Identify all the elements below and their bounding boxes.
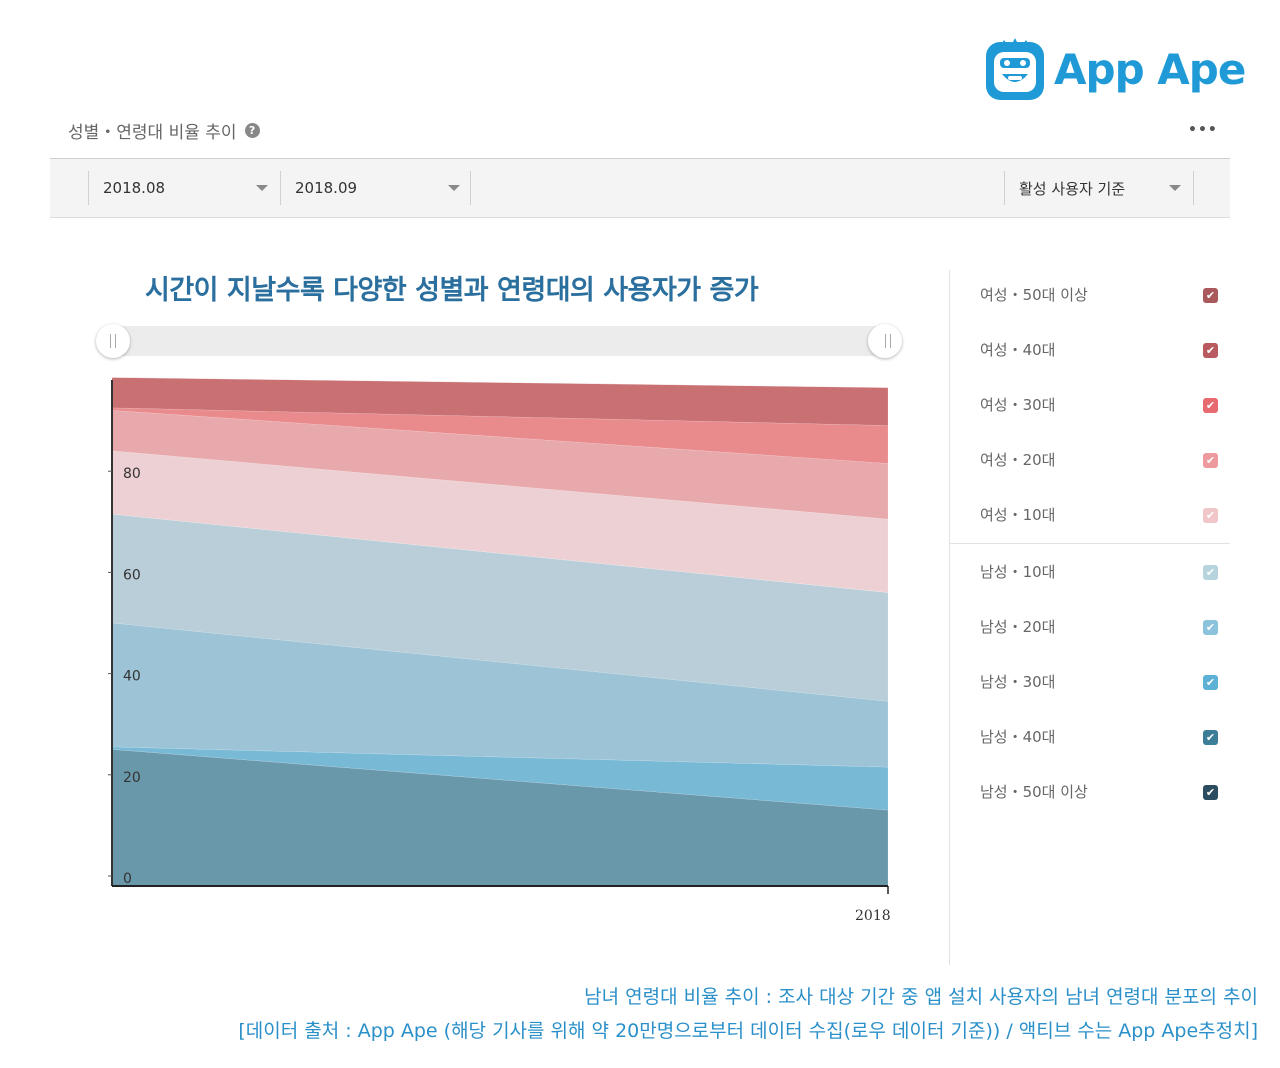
- basis-select[interactable]: 활성 사용자 기준: [1004, 171, 1194, 205]
- logo-text: App Ape: [1054, 44, 1246, 94]
- chevron-down-icon: [256, 185, 268, 191]
- legend-checkbox[interactable]: ✔: [1203, 343, 1218, 358]
- basis-value: 활성 사용자 기준: [1019, 179, 1126, 198]
- panel-title-text: 성별・연령대 비율 추이: [68, 123, 237, 143]
- help-icon[interactable]: ?: [244, 123, 260, 138]
- y-tick-label: 20: [123, 770, 141, 786]
- y-tick-label: 60: [123, 567, 141, 583]
- legend-label: 여성・30대: [980, 396, 1056, 414]
- toolbar-divider: [470, 171, 471, 205]
- legend-label: 남성・50대 이상: [980, 783, 1088, 801]
- chart-headline: 시간이 지날수록 다양한 성별과 연령대의 사용자가 증가: [145, 275, 759, 306]
- chevron-down-icon: [448, 185, 460, 191]
- app-ape-logo: App Ape: [984, 36, 1246, 102]
- start-period-select[interactable]: 2018.08: [88, 171, 280, 205]
- legend-item[interactable]: 여성・20대 ✔: [950, 433, 1230, 488]
- chevron-down-icon: [1169, 185, 1181, 191]
- footer-caption: 남녀 연령대 비율 추이 : 조사 대상 기간 중 앱 설치 사용자의 남녀 연…: [584, 986, 1258, 1008]
- legend-label: 남성・40대: [980, 728, 1056, 746]
- legend-checkbox[interactable]: ✔: [1203, 453, 1218, 468]
- legend-item[interactable]: 남성・50대 이상 ✔: [950, 765, 1230, 820]
- y-tick-label: 40: [123, 669, 141, 685]
- range-slider-left-handle[interactable]: [96, 324, 130, 358]
- end-period-value: 2018.09: [295, 179, 358, 197]
- legend-checkbox[interactable]: ✔: [1203, 620, 1218, 635]
- legend-label: 여성・10대: [980, 506, 1056, 524]
- legend-item[interactable]: 여성・10대 ✔: [950, 488, 1230, 543]
- legend-checkbox[interactable]: ✔: [1203, 398, 1218, 413]
- legend-checkbox[interactable]: ✔: [1203, 730, 1218, 745]
- legend-item[interactable]: 여성・30대 ✔: [950, 378, 1230, 433]
- legend-label: 여성・40대: [980, 341, 1056, 359]
- legend-label: 여성・20대: [980, 451, 1056, 469]
- legend-item[interactable]: 여성・50대 이상 ✔: [950, 268, 1230, 323]
- legend-checkbox[interactable]: ✔: [1203, 565, 1218, 580]
- legend-group-separator: [950, 543, 1230, 544]
- left-grip-icon: [110, 334, 116, 348]
- more-menu-icon[interactable]: •••: [1188, 122, 1218, 138]
- legend-divider: [949, 270, 950, 965]
- start-period-value: 2018.08: [103, 179, 166, 197]
- legend-checkbox[interactable]: ✔: [1203, 288, 1218, 303]
- legend-item[interactable]: 남성・40대 ✔: [950, 710, 1230, 765]
- ape-face-icon: [986, 38, 1044, 100]
- legend-checkbox[interactable]: ✔: [1203, 785, 1218, 800]
- legend-label: 남성・20대: [980, 618, 1056, 636]
- area-series-9: [111, 377, 889, 388]
- stacked-area-chart: 0 20 40 60 80 2018: [108, 377, 891, 924]
- right-grip-icon: [885, 334, 891, 348]
- y-tick-label: 80: [123, 466, 141, 482]
- legend-item[interactable]: 남성・20대 ✔: [950, 600, 1230, 655]
- legend-label: 남성・30대: [980, 673, 1056, 691]
- x-tick-label: 2018: [855, 908, 891, 924]
- panel-title: 성별・연령대 비율 추이 ?: [68, 118, 260, 143]
- footer-source: [데이터 출처 : App Ape (해당 기사를 위해 약 20만명으로부터 …: [238, 1020, 1258, 1042]
- filter-toolbar: 2018.08 2018.09 활성 사용자 기준: [50, 158, 1230, 218]
- end-period-select[interactable]: 2018.09: [280, 171, 472, 205]
- legend-item[interactable]: 여성・40대 ✔: [950, 323, 1230, 378]
- legend-checkbox[interactable]: ✔: [1203, 675, 1218, 690]
- legend-checkbox[interactable]: ✔: [1203, 508, 1218, 523]
- legend-label: 여성・50대 이상: [980, 286, 1088, 304]
- legend-item[interactable]: 남성・10대 ✔: [950, 545, 1230, 600]
- legend-label: 남성・10대: [980, 563, 1056, 581]
- y-tick-label: 0: [123, 871, 132, 887]
- legend-item[interactable]: 남성・30대 ✔: [950, 655, 1230, 710]
- range-slider-track[interactable]: [112, 326, 888, 356]
